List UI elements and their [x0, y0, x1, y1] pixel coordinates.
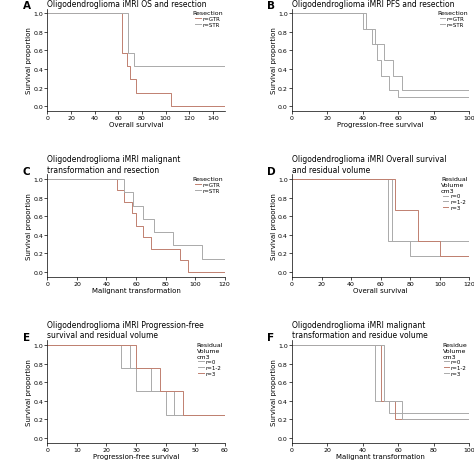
X-axis label: Malignant transformation: Malignant transformation: [91, 288, 181, 294]
Legend: r=GTR, r=STR: r=GTR, r=STR: [192, 176, 224, 194]
Y-axis label: Survival proportion: Survival proportion: [271, 358, 276, 425]
Legend: r=GTR, r=STR: r=GTR, r=STR: [192, 10, 224, 29]
Text: Oligodendroglioma iMRI malignant
transformation and residue volume: Oligodendroglioma iMRI malignant transfo…: [292, 320, 428, 340]
Text: Oligodendroglioma iMRI Overall survival
and residual volume: Oligodendroglioma iMRI Overall survival …: [292, 155, 447, 174]
X-axis label: Overall survival: Overall survival: [353, 288, 408, 294]
Text: Oligodendroglioma iMRI PFS and resection: Oligodendroglioma iMRI PFS and resection: [292, 0, 455, 9]
Legend: r=GTR, r=STR: r=GTR, r=STR: [437, 10, 468, 29]
X-axis label: Malignant transformation: Malignant transformation: [336, 453, 425, 459]
Y-axis label: Survival proportion: Survival proportion: [26, 358, 32, 425]
X-axis label: Progression-free survival: Progression-free survival: [337, 122, 424, 128]
Y-axis label: Survival proportion: Survival proportion: [271, 27, 276, 94]
Y-axis label: Survival proportion: Survival proportion: [26, 27, 32, 94]
Text: B: B: [267, 1, 275, 11]
Text: F: F: [267, 332, 274, 342]
Legend: r=0, r=1-2, r=3: r=0, r=1-2, r=3: [442, 342, 468, 377]
Y-axis label: Survival proportion: Survival proportion: [26, 193, 32, 259]
Legend: r=0, r=1-2, r=3: r=0, r=1-2, r=3: [440, 176, 468, 211]
X-axis label: Progression-free survival: Progression-free survival: [93, 453, 179, 459]
Legend: r=0, r=1-2, r=3: r=0, r=1-2, r=3: [196, 342, 224, 377]
Y-axis label: Survival proportion: Survival proportion: [271, 193, 276, 259]
Text: E: E: [23, 332, 30, 342]
Text: C: C: [23, 167, 30, 177]
Text: D: D: [267, 167, 276, 177]
Text: Oligodendroglioma iMRI Progression-free
survival and residual volume: Oligodendroglioma iMRI Progression-free …: [47, 320, 204, 340]
X-axis label: Overall survival: Overall survival: [109, 122, 164, 128]
Text: Oligodendroglioma iMRI OS and resection: Oligodendroglioma iMRI OS and resection: [47, 0, 207, 9]
Text: A: A: [23, 1, 31, 11]
Text: Oligodendroglioma iMRI malignant
transformation and resection: Oligodendroglioma iMRI malignant transfo…: [47, 155, 181, 174]
